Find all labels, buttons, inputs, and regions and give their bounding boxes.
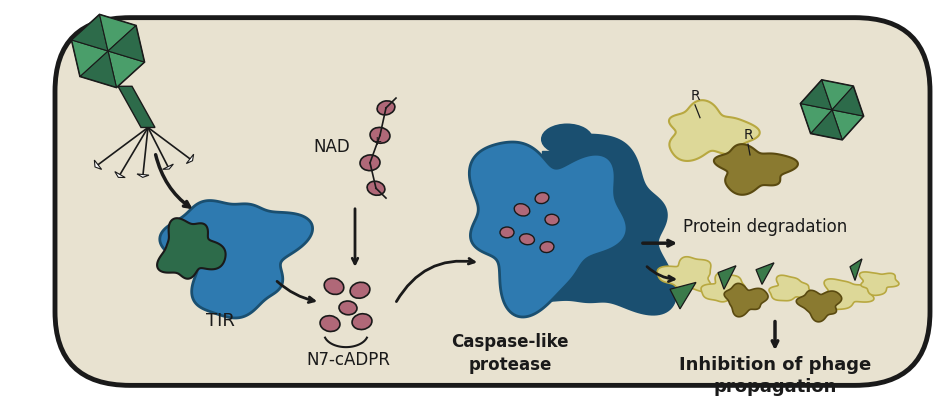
Polygon shape	[801, 80, 863, 140]
Polygon shape	[860, 272, 899, 295]
Polygon shape	[796, 290, 842, 322]
Ellipse shape	[320, 315, 340, 332]
Polygon shape	[100, 15, 136, 51]
Polygon shape	[157, 218, 226, 279]
Polygon shape	[724, 284, 768, 317]
Polygon shape	[469, 142, 627, 317]
Polygon shape	[71, 15, 108, 51]
Polygon shape	[657, 257, 712, 292]
Polygon shape	[718, 266, 736, 289]
Ellipse shape	[500, 227, 514, 238]
Polygon shape	[542, 151, 592, 179]
Ellipse shape	[540, 242, 554, 253]
Polygon shape	[108, 51, 145, 87]
Ellipse shape	[542, 124, 592, 154]
Ellipse shape	[370, 128, 390, 143]
Text: N7-cADPR: N7-cADPR	[306, 351, 390, 369]
Ellipse shape	[367, 181, 385, 195]
Polygon shape	[499, 135, 676, 314]
Text: TIR: TIR	[206, 312, 234, 330]
Polygon shape	[801, 80, 832, 110]
Polygon shape	[832, 110, 863, 140]
Polygon shape	[714, 144, 798, 195]
Polygon shape	[118, 86, 155, 128]
Polygon shape	[756, 263, 774, 284]
Text: NAD: NAD	[313, 138, 350, 156]
Text: R: R	[690, 89, 700, 103]
Polygon shape	[801, 104, 832, 133]
Polygon shape	[137, 174, 149, 177]
Polygon shape	[108, 26, 145, 62]
Polygon shape	[669, 100, 760, 161]
Polygon shape	[80, 51, 116, 87]
Text: Inhibition of phage
propagation: Inhibition of phage propagation	[679, 356, 871, 396]
Text: R: R	[744, 128, 753, 142]
Polygon shape	[850, 259, 862, 280]
Ellipse shape	[339, 301, 357, 315]
Polygon shape	[822, 279, 874, 309]
Polygon shape	[670, 282, 696, 309]
Polygon shape	[769, 275, 814, 301]
Text: +: +	[372, 135, 383, 148]
Polygon shape	[71, 15, 145, 87]
Polygon shape	[71, 40, 108, 76]
Ellipse shape	[360, 155, 380, 171]
FancyBboxPatch shape	[55, 18, 930, 386]
Ellipse shape	[514, 204, 530, 216]
Text: Protein degradation: Protein degradation	[683, 218, 847, 236]
Polygon shape	[701, 273, 749, 303]
Ellipse shape	[352, 314, 372, 330]
Polygon shape	[811, 110, 843, 140]
Ellipse shape	[350, 282, 370, 298]
Polygon shape	[94, 160, 102, 169]
Ellipse shape	[545, 214, 559, 225]
Polygon shape	[187, 154, 193, 164]
Ellipse shape	[377, 101, 395, 115]
Polygon shape	[822, 80, 853, 110]
Polygon shape	[115, 172, 125, 177]
Ellipse shape	[520, 234, 534, 245]
Polygon shape	[163, 164, 173, 169]
Ellipse shape	[535, 192, 549, 204]
Polygon shape	[832, 86, 863, 116]
Polygon shape	[160, 200, 312, 318]
Text: Caspase-like
protease: Caspase-like protease	[451, 333, 568, 373]
Ellipse shape	[325, 278, 344, 294]
